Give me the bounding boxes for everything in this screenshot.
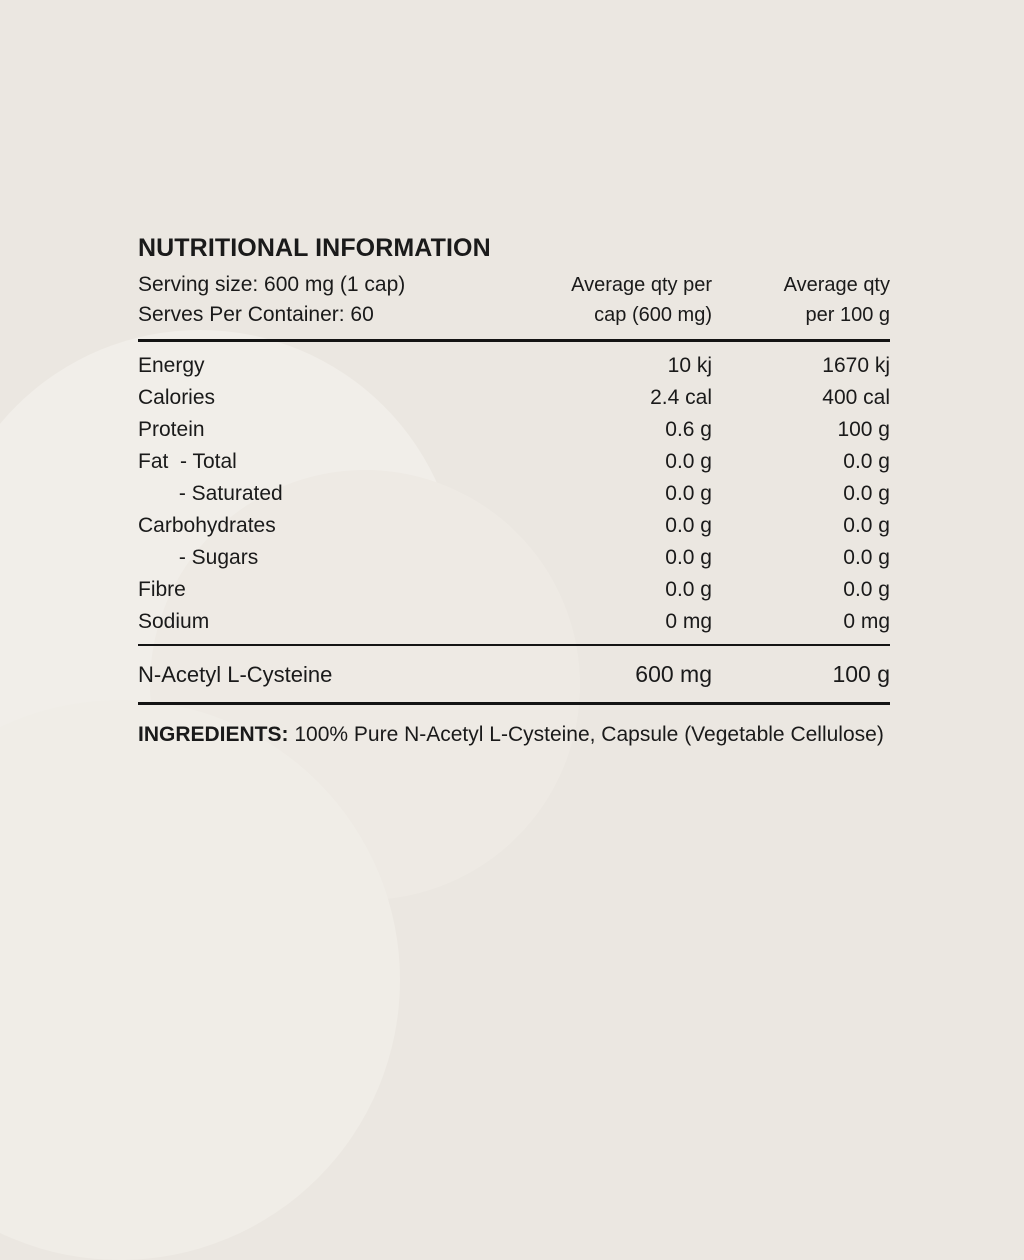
nutrient-value-per-100g: 0.0 g <box>843 450 890 473</box>
nutrient-label: Fibre <box>138 578 186 601</box>
column-header-per-cap-line1: Average qty per <box>571 274 712 296</box>
nutrient-value-per-100g: 0.0 g <box>843 514 890 537</box>
nutrient-value-per-cap: 0.0 g <box>665 578 712 601</box>
serving-and-column-headers: Serving size: 600 mg (1 cap) Serves Per … <box>138 270 890 330</box>
nutrient-value-per-100g: 0.0 g <box>843 482 890 505</box>
serves-per-container-line: Serves Per Container: 60 <box>138 303 374 326</box>
nutrient-value-per-cap: 0.6 g <box>665 418 712 441</box>
nutrient-label: Carbohydrates <box>138 514 276 537</box>
watermark-circle-lower <box>0 700 400 1260</box>
nutrition-label-panel: NUTRITIONAL INFORMATION Serving size: 60… <box>138 232 890 750</box>
column-header-per-cap-line2: cap (600 mg) <box>594 304 712 326</box>
table-row: Fat - Total 0.0 g 0.0 g <box>138 446 890 478</box>
active-ingredient-value-per-cap: 600 mg <box>635 661 712 687</box>
table-row: Fibre 0.0 g 0.0 g <box>138 574 890 606</box>
nutrient-value-per-100g: 0.0 g <box>843 578 890 601</box>
nutrient-label: Protein <box>138 418 205 441</box>
column-header-per-cap: Average qty per cap (600 mg) <box>526 270 712 330</box>
nutrient-label: - Saturated <box>138 482 283 505</box>
table-row: - Sugars 0.0 g 0.0 g <box>138 542 890 574</box>
nutrient-value-per-cap: 0.0 g <box>665 514 712 537</box>
nutrient-label: Calories <box>138 386 216 409</box>
ingredients-section: INGREDIENTS: 100% Pure N-Acetyl L-Cystei… <box>138 715 890 750</box>
divider-above-active-ingredient <box>138 644 890 646</box>
nutrient-value-per-cap: 0.0 g <box>665 450 712 473</box>
nutrient-label: Fat - Total <box>138 450 237 473</box>
nutrient-value-per-100g: 0 mg <box>843 610 890 633</box>
page-title: NUTRITIONAL INFORMATION <box>138 234 491 262</box>
serving-info: Serving size: 600 mg (1 cap) Serves Per … <box>138 270 405 330</box>
nutrient-value-per-cap: 2.4 cal <box>650 386 712 409</box>
nutrient-value-per-100g: 1670 kj <box>822 354 890 377</box>
ingredients-heading: INGREDIENTS: <box>138 723 289 746</box>
nutrient-value-per-cap: 0.0 g <box>665 482 712 505</box>
active-ingredient-value-per-100g: 100 g <box>832 661 890 687</box>
active-ingredient-label: N-Acetyl L-Cysteine <box>138 662 333 687</box>
column-header-per-100g-line1: Average qty <box>783 274 890 296</box>
table-row: Energy 10 kj 1670 kj <box>138 350 890 382</box>
nutrient-value-per-100g: 400 cal <box>822 386 890 409</box>
column-headers: Average qty per cap (600 mg) Average qty… <box>526 270 890 330</box>
nutrient-value-per-100g: 100 g <box>837 418 890 441</box>
active-ingredient-row: N-Acetyl L-Cysteine 600 mg 100 g <box>138 646 890 702</box>
nutrient-value-per-cap: 0.0 g <box>665 546 712 569</box>
ingredients-text: 100% Pure N-Acetyl L-Cysteine, Capsule (… <box>288 723 884 746</box>
divider-top <box>138 339 890 342</box>
nutrient-label: Energy <box>138 354 205 377</box>
table-row: Sodium 0 mg 0 mg <box>138 606 890 638</box>
table-row: Carbohydrates 0.0 g 0.0 g <box>138 510 890 542</box>
table-row: Protein 0.6 g 100 g <box>138 414 890 446</box>
divider-bottom <box>138 702 890 705</box>
nutrient-value-per-cap: 0 mg <box>665 610 712 633</box>
nutrient-table: Energy 10 kj 1670 kj Calories 2.4 cal 400 cal… <box>138 346 890 644</box>
serving-size-line: Serving size: 600 mg (1 cap) <box>138 273 406 296</box>
table-row: Calories 2.4 cal 400 cal <box>138 382 890 414</box>
nutrient-label: - Sugars <box>138 546 259 569</box>
nutrient-label: Sodium <box>138 610 210 633</box>
column-header-per-100g-line2: per 100 g <box>805 304 890 326</box>
column-header-per-100g: Average qty per 100 g <box>712 270 890 330</box>
nutrient-value-per-cap: 10 kj <box>667 354 712 377</box>
table-row: - Saturated 0.0 g 0.0 g <box>138 478 890 510</box>
nutrient-value-per-100g: 0.0 g <box>843 546 890 569</box>
